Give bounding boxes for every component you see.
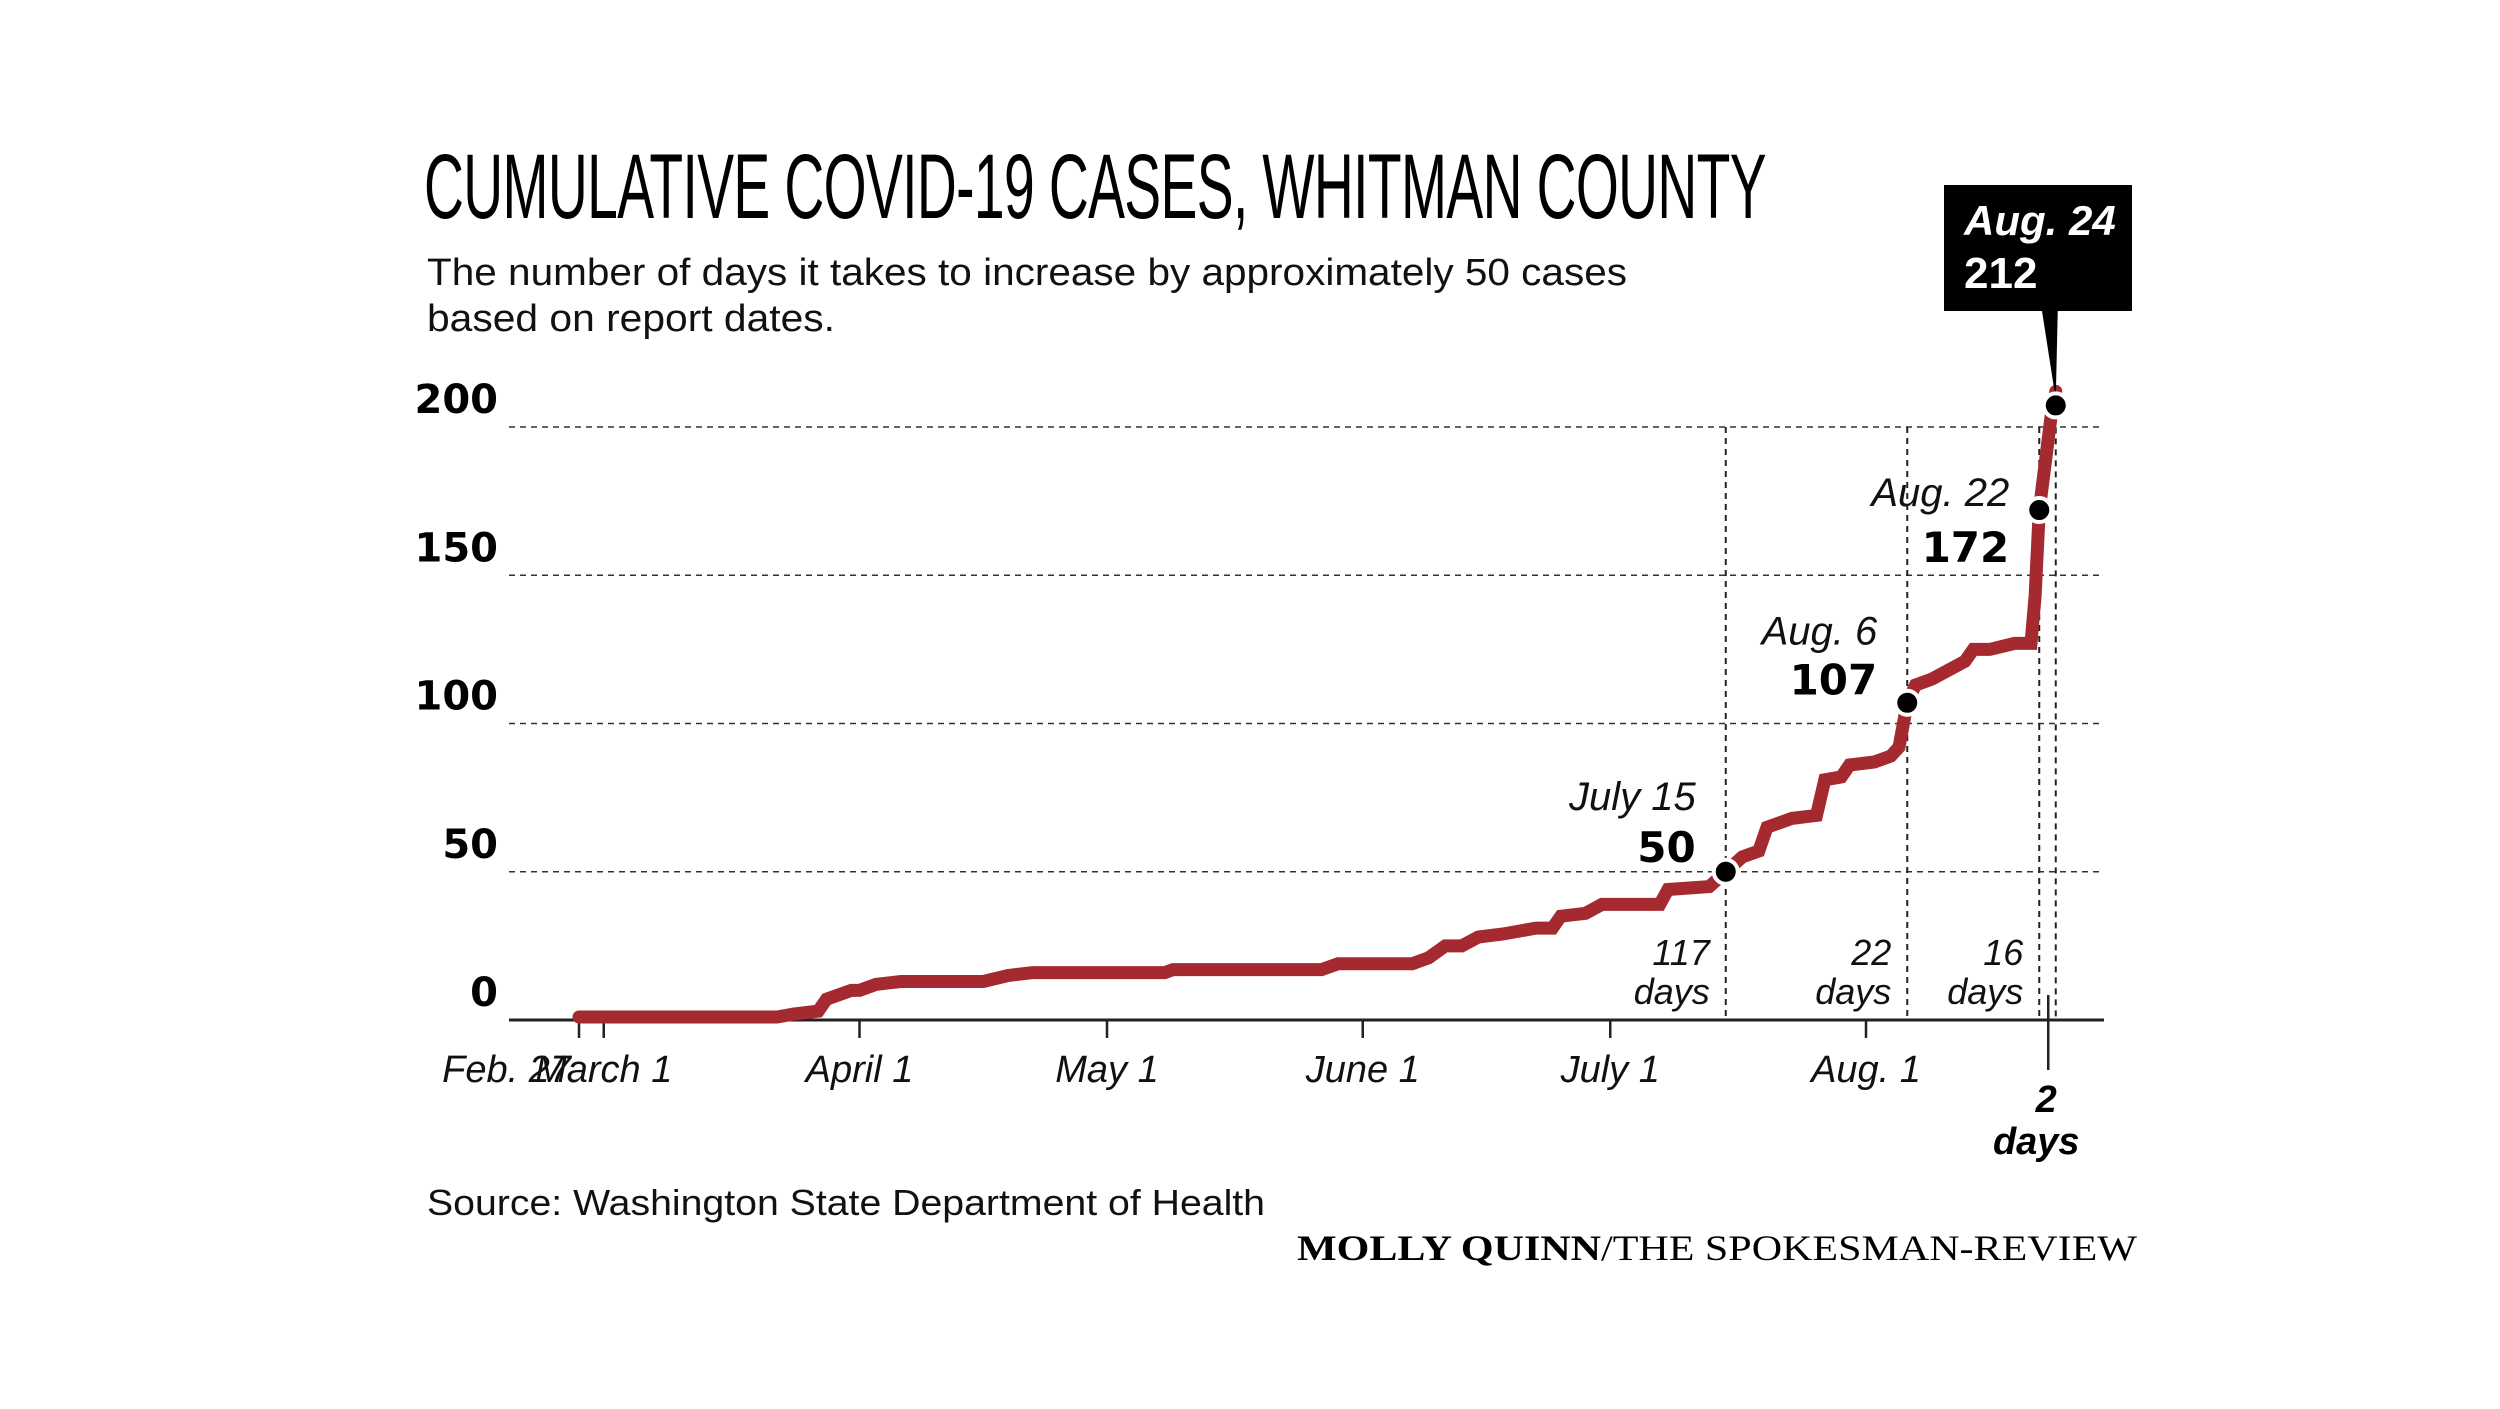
source-note: Source: Washington State Department of H… — [427, 1182, 1265, 1223]
interval-guides — [1724, 405, 2057, 1020]
series-cumulative-cases — [572, 384, 2063, 1024]
annotation-date: Aug. 6 — [1760, 610, 1878, 654]
interval-days-unit: days — [1634, 971, 1710, 1012]
byline-outlet: /THE SPOKESMAN-REVIEW — [1601, 1228, 2137, 1268]
interval-days-unit: days — [1947, 971, 2023, 1012]
callout-date: Aug. 24 — [1963, 197, 2116, 244]
callout-box — [1944, 185, 2132, 400]
y-axis-labels: 0 50 100 150 200 — [415, 377, 499, 1016]
interval-days-unit: days — [1815, 971, 1891, 1012]
interval-days-number: 16 — [1983, 932, 2024, 973]
chart-subtitle-line-1: The number of days it takes to increase … — [427, 252, 1627, 294]
gridlines — [509, 426, 2104, 873]
y-tick-label: 200 — [415, 377, 499, 423]
annotation-value: 107 — [1790, 656, 1878, 705]
annotation-value: 172 — [1922, 523, 2010, 572]
y-tick-label: 50 — [442, 822, 498, 868]
series-line — [572, 384, 2063, 1024]
y-tick-label: 100 — [415, 674, 499, 720]
annotation-date: July 15 — [1568, 775, 1696, 819]
x-tick-label: June 1 — [1305, 1049, 1420, 1091]
byline-credit: MOLLY QUINN/THE SPOKESMAN-REVIEW — [1297, 1228, 2137, 1268]
interval-days-unit: days — [1993, 1121, 2080, 1163]
data-point-marker — [1893, 688, 1922, 717]
chart-subtitle-line-2: based on report dates. — [427, 298, 835, 340]
x-tick-label: Aug. 1 — [1809, 1049, 1921, 1091]
x-tick-label: March 1 — [535, 1049, 672, 1091]
x-tick-label: May 1 — [1055, 1049, 1158, 1091]
interval-days-number: 2 — [2035, 1079, 2057, 1121]
y-tick-label: 0 — [470, 970, 498, 1016]
data-point-marker — [2041, 391, 2070, 420]
x-tick-label: April 1 — [804, 1049, 914, 1091]
x-tick-label: July 1 — [1560, 1049, 1660, 1091]
interval-days-number: 22 — [1850, 932, 1891, 973]
annotation-value: 50 — [1637, 823, 1695, 872]
x-tick-label: Feb. 27 — [442, 1049, 573, 1091]
callout-value: 212 — [1964, 249, 2037, 298]
data-point-marker — [1711, 857, 1740, 886]
annotation-date: Aug. 22 — [1869, 471, 2009, 515]
data-point-marker — [2025, 496, 2054, 525]
chart-title: CUMULATIVE COVID-19 CASES, WHITMAN COUNT… — [424, 136, 1766, 238]
byline-name: MOLLY QUINN — [1297, 1228, 1601, 1268]
y-tick-label: 150 — [415, 525, 499, 571]
interval-days-number: 117 — [1652, 932, 1711, 973]
